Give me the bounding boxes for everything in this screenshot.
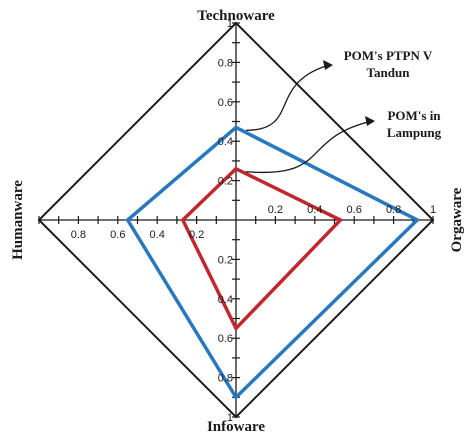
tick-label-technoware: 0.2: [218, 176, 233, 188]
tick-label-humanware: 0.4: [150, 229, 165, 241]
axis-title-technoware: Technoware: [197, 8, 275, 24]
annotation-arrow-2: [245, 121, 369, 174]
tick-label-humanware: 0.6: [110, 229, 125, 241]
tick-label-technoware: 0.8: [218, 57, 233, 69]
tick-label-orgaware: 1: [430, 204, 436, 216]
tick-label-technoware: 0.4: [218, 136, 233, 148]
axis-title-orgaware: Orgaware: [449, 187, 465, 252]
axis-title-infoware: Infoware: [207, 419, 265, 435]
annotation-label-2: Lampung: [387, 125, 442, 140]
tick-label-infoware: 0.8: [218, 373, 233, 385]
series-2-polygon: [180, 166, 344, 332]
series-layer: [125, 125, 421, 401]
annotation-label-1: Tandun: [367, 65, 411, 80]
tick-label-orgaware: 0.4: [307, 204, 322, 216]
tick-label-humanware: 0.8: [71, 229, 86, 241]
series-1-polygon: [125, 125, 421, 401]
labels-layer: 0.2 0.4 0.6 0.8 1 0.2 0.4 0.6 0.8 1 0.2 0.4 0.6 0.8 1 0…: [10, 8, 465, 435]
tick-label-infoware: 0.4: [218, 294, 233, 306]
tick-label-orgaware: 0.2: [268, 204, 283, 216]
tick-label-humanware: 0.2: [189, 229, 204, 241]
annotation-arrowhead-2: [365, 116, 375, 126]
tick-label-technoware: 0.6: [218, 97, 233, 109]
axes-layer: [38, 22, 434, 418]
annotation-label-2: POM's in: [387, 108, 441, 123]
annotation-arrow-1: [245, 65, 327, 132]
annotation-label-1: POM's PTPN V: [344, 48, 433, 63]
tick-label-orgaware: 0.6: [347, 204, 362, 216]
tick-label-orgaware: 0.8: [386, 204, 401, 216]
annotation-arrowhead-1: [323, 60, 333, 70]
tick-label-infoware: 0.6: [218, 333, 233, 345]
tick-label-technoware: 1: [227, 18, 233, 30]
tick-label-infoware: 1: [227, 412, 233, 424]
axis-title-humanware: Humanware: [10, 180, 26, 260]
tick-label-infoware: 0.2: [218, 254, 233, 266]
